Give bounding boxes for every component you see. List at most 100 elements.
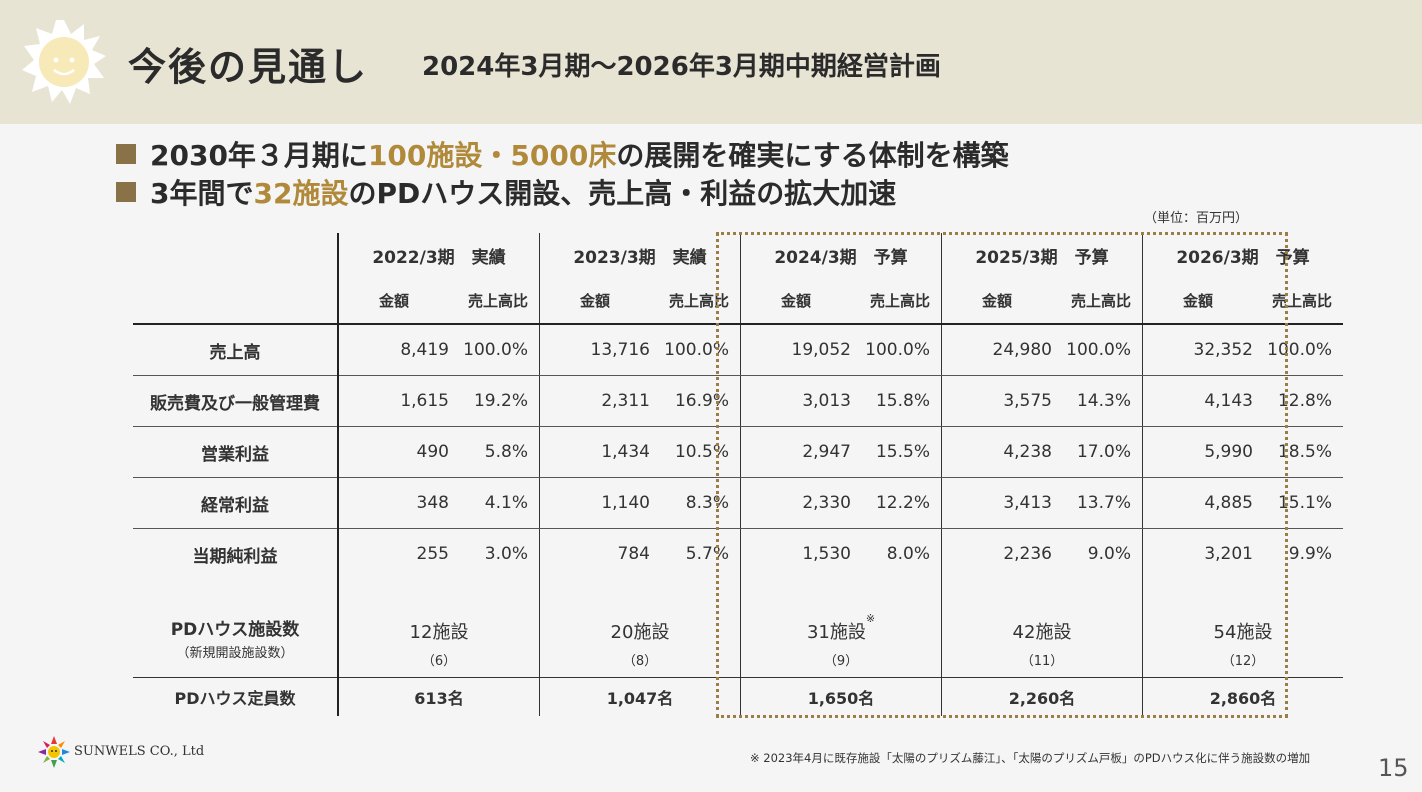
ratio-header: 売上高比 [869,291,930,310]
period-header: 2026/3期 予算 [1142,233,1343,277]
amount-cell: 490 [337,426,449,478]
table-row: 営業利益 490 5.8% 1,434 10.5% 2,947 15.5% 4,238… [133,426,1343,478]
amount-cell: 24,980 [941,323,1052,376]
row-label: 売上高 [133,323,338,376]
amount-cell: 4,238 [941,426,1052,478]
amount-cell: 784 [539,528,650,579]
facility-count-cell: 31施設※ （9） [740,579,942,678]
header-band: 今後の見通し 2024年3月期～2026年3月期中期経営計画 [0,0,1422,124]
amount-cell: 255 [337,528,449,579]
unit-label: （単位：百万円） [1144,211,1249,226]
ratio-cell: 100.0% [650,323,741,376]
ratio-cell: 15.1% [1253,477,1343,529]
sunwels-logo-icon [38,736,70,768]
amount-cell: 5,990 [1142,426,1253,478]
ratio-cell: 12.8% [1253,375,1343,427]
amount-cell: 2,236 [941,528,1052,579]
row-label: 販売費及び一般管理費 [133,375,338,427]
page-subtitle: 2024年3月期～2026年3月期中期経営計画 [422,52,941,82]
table-row: 販売費及び一般管理費 1,615 19.2% 2,311 16.9% 3,013 15… [133,375,1343,427]
table-row: 売上高 8,419 100.0% 13,716 100.0% 19,052 100.0… [133,323,1343,376]
footnote: ※ 2023年4月に既存施設「太陽のプリズム藤江」、「太陽のプリズム戸板」のPD… [750,751,1311,765]
ratio-cell: 14.3% [1052,375,1143,427]
ratio-cell: 16.9% [650,375,741,427]
page-title: 今後の見通し [128,45,369,89]
ratio-cell: 100.0% [1052,323,1143,376]
ratio-cell: 8.0% [886,544,930,564]
ratio-cell: 13.7% [1052,477,1143,529]
amount-cell: 32,352 [1142,323,1253,376]
ratio-cell: 15.8% [851,375,942,427]
bullet-1-post: の展開を確実にする体制を構築 [616,139,1009,172]
period-header: 2025/3期 予算 [941,233,1143,277]
facility-count-sublabel: （新規開設施設数） [176,646,294,661]
ratio-cell: 9.0% [1087,544,1131,564]
amount-header: 金額 [740,277,851,324]
ratio-header: 売上高比 [467,291,528,310]
ratio-cell: 5.7% [685,544,729,564]
amount-cell: 13,716 [539,323,650,376]
company-name: SUNWELS CO., Ltd [74,744,205,759]
facility-count-title: PDハウス施設数 [170,620,300,640]
amount-cell: 1,615 [337,375,449,427]
capacity-cell: 1,650名 [740,677,942,716]
ratio-header: 売上高比 [1070,291,1131,310]
ratio-cell: 4.1% [449,477,540,529]
ratio-cell: 5.8% [449,426,540,478]
table-row: 当期純利益 255 3.0% 784 5.7% 1,530 8.0% 2,236 9.0… [133,528,1343,579]
amount-header: 金額 [337,277,449,324]
ratio-cell: 10.5% [650,426,741,478]
period-header-row: 2022/3期 実績 2023/3期 実績 2024/3期 予算 2025/3期… [133,233,1343,277]
amount-cell: 3,575 [941,375,1052,427]
facility-count-cell: 42施設 （11） [941,579,1143,678]
amount-cell: 1,434 [539,426,650,478]
ratio-cell: 12.2% [851,477,942,529]
sun-mascot-icon [22,20,106,104]
column-subheader-row: 金額 売上高比 金額 売上高比 金額 売上高比 金額 売上高比 金額 売上高比 [133,277,1343,324]
bullet-square-icon [116,144,136,164]
capacity-cell: 613名 [337,677,540,716]
ratio-cell: 17.0% [1052,426,1143,478]
ratio-cell: 9.9% [1288,544,1332,564]
amount-header: 金額 [1142,277,1253,324]
amount-cell: 8,419 [337,323,449,376]
amount-header: 金額 [941,277,1052,324]
amount-cell: 4,143 [1142,375,1253,427]
ratio-cell: 3.0% [484,544,528,564]
amount-cell: 3,013 [740,375,851,427]
bullet-2-pre: 3年間で [150,177,254,210]
bullet-1-pre: 2030年３月期に [150,139,368,172]
ratio-cell: 18.5% [1253,426,1343,478]
capacity-cell: 2,260名 [941,677,1143,716]
amount-cell: 2,947 [740,426,851,478]
period-header: 2024/3期 予算 [740,233,942,277]
bullet-2-post: のPDハウス開設、売上高・利益の拡大加速 [348,177,897,210]
ratio-cell: 100.0% [851,323,942,376]
ratio-cell: 19.2% [449,375,540,427]
capacity-cell: 2,860名 [1142,677,1343,716]
amount-header: 金額 [539,277,650,324]
amount-cell: 348 [337,477,449,529]
row-label: 営業利益 [133,426,338,478]
row-label: 経常利益 [133,477,338,529]
facility-count-row: PDハウス施設数 （新規開設施設数） 12施設 （6） 20施設 （8） 31施設※… [133,579,1343,678]
facility-count-cell: 20施設 （8） [539,579,741,678]
ratio-header: 売上高比 [1271,291,1332,310]
capacity-row: PDハウス定員数 613名 1,047名 1,650名 2,260名 2,860… [133,677,1343,716]
footnote-mark: ※ [865,612,876,625]
bullet-1: 2030年３月期に100施設・5000床の展開を確実にする体制を構築 [116,134,1009,174]
table-row: 経常利益 348 4.1% 1,140 8.3% 2,330 12.2% 3,413 1… [133,477,1343,529]
ratio-header: 売上高比 [668,291,729,310]
period-header: 2022/3期 実績 [337,233,540,277]
amount-cell: 4,885 [1142,477,1253,529]
ratio-cell: 15.5% [851,426,942,478]
financial-plan-table: 2022/3期 実績 2023/3期 実績 2024/3期 予算 2025/3期… [133,233,1343,716]
amount-cell: 2,330 [740,477,851,529]
amount-cell: 3,413 [941,477,1052,529]
ratio-cell: 100.0% [449,323,540,376]
amount-cell: 1,530 [740,528,851,579]
ratio-cell: 100.0% [1253,323,1343,376]
bullet-2-highlight: 32施設 [253,177,349,210]
bullet-2: 3年間で32施設のPDハウス開設、売上高・利益の拡大加速 [116,172,896,212]
ratio-cell: 8.3% [650,477,741,529]
